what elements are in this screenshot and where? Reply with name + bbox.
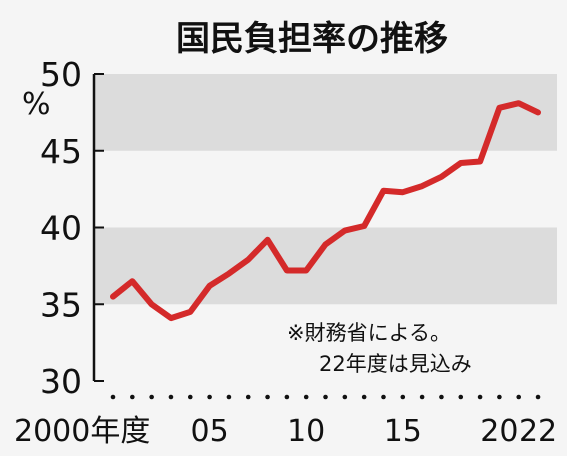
x-tick-dot	[458, 394, 464, 400]
x-tick-label: 22	[519, 414, 557, 449]
annotation-line-1: ※財務省による。	[287, 321, 451, 345]
x-tick-dot	[516, 394, 522, 400]
x-tick-dot	[187, 394, 193, 400]
y-tick-label: 30	[40, 362, 82, 401]
x-tick-label: 10	[287, 414, 325, 449]
x-tick-dot	[419, 394, 425, 400]
x-tick-dot	[535, 394, 541, 400]
x-tick-dot	[168, 394, 174, 400]
x-tick-dot	[265, 394, 270, 400]
x-tick-label: 2000年度	[14, 414, 150, 449]
x-tick-dot	[497, 394, 502, 400]
chart-title: 国民負担率の推移	[176, 19, 448, 59]
x-tick-dot	[245, 394, 251, 400]
x-tick-dot	[323, 394, 328, 400]
x-tick-dot	[439, 394, 444, 400]
x-tick-dot	[342, 394, 348, 400]
x-tick-dot	[149, 394, 154, 400]
y-tick-label: 45	[40, 132, 82, 171]
y-tick-label: 40	[40, 209, 82, 248]
x-tick-label: 20	[480, 414, 518, 449]
shaded-band	[94, 74, 557, 151]
x-tick-dot	[400, 394, 406, 400]
x-tick-dot	[477, 394, 483, 400]
x-tick-dot	[130, 394, 135, 400]
y-tick-label: 50	[40, 55, 82, 94]
x-tick-dot	[381, 394, 386, 400]
x-tick-label: 15	[384, 414, 422, 449]
shaded-band	[94, 227, 557, 305]
x-tick-label: 05	[191, 414, 229, 449]
x-tick-dot	[207, 394, 212, 400]
x-tick-dot	[361, 394, 367, 400]
annotation-line-2: 22年度は見込み	[319, 352, 472, 376]
x-tick-dot	[226, 394, 232, 400]
x-tick-dot	[303, 394, 309, 400]
series-line	[110, 100, 541, 322]
x-tick-dot	[110, 394, 116, 400]
x-tick-dot	[284, 394, 290, 400]
y-tick-label: 35	[40, 285, 82, 324]
y-unit-label: %	[22, 87, 51, 122]
